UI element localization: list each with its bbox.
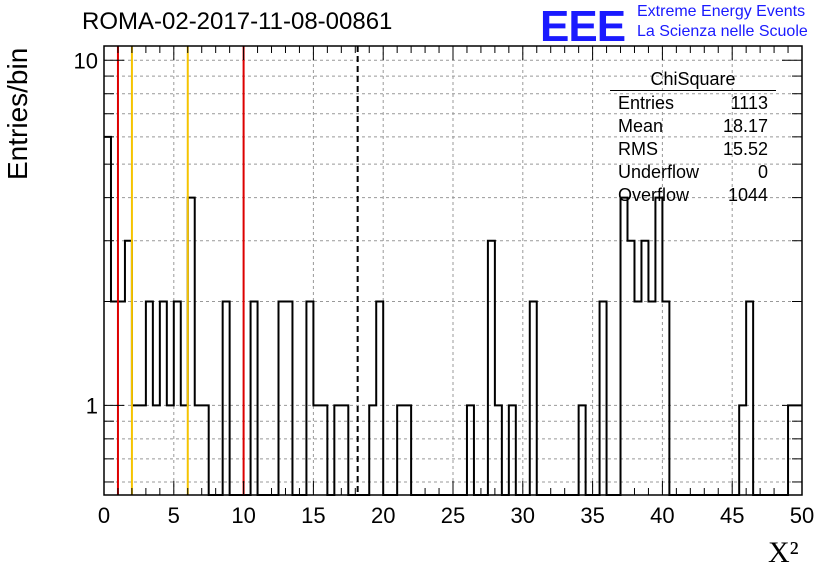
x-tick-label: 50	[790, 503, 814, 528]
y-tick-label: 1	[86, 393, 98, 418]
x-axis-label: X²	[768, 536, 799, 569]
x-tick-label: 15	[301, 503, 325, 528]
stats-row-entries: Entries 1113	[618, 93, 768, 113]
stats-box: ChiSquare Entries 1113 Mean 18.17 RMS 15.52…	[610, 68, 776, 207]
x-tick-label: 10	[231, 503, 255, 528]
logo-line-2: La Scienza nelle Scuole	[637, 23, 808, 40]
stats-row-underflow: Underflow 0	[618, 162, 768, 182]
stats-title: ChiSquare	[610, 68, 776, 91]
stats-row-overflow: Overflow 1044	[618, 185, 768, 205]
logo-line-1: Extreme Energy Events	[637, 3, 806, 20]
x-tick-label: 5	[168, 503, 180, 528]
stats-row-mean: Mean 18.17	[618, 116, 768, 136]
eee-logo: EEE	[540, 2, 626, 51]
stats-row-rms: RMS 15.52	[618, 139, 768, 159]
y-tick-label: 10	[74, 48, 98, 73]
x-tick-label: 40	[650, 503, 674, 528]
x-tick-label: 20	[371, 503, 395, 528]
x-tick-label: 30	[511, 503, 535, 528]
y-axis-label: Entries/bin	[2, 47, 33, 180]
plot-title: ROMA-02-2017-11-08-00861	[82, 8, 393, 35]
x-tick-label: 35	[580, 503, 604, 528]
x-tick-label: 45	[720, 503, 744, 528]
x-tick-label: 0	[98, 503, 110, 528]
x-tick-label: 25	[441, 503, 465, 528]
